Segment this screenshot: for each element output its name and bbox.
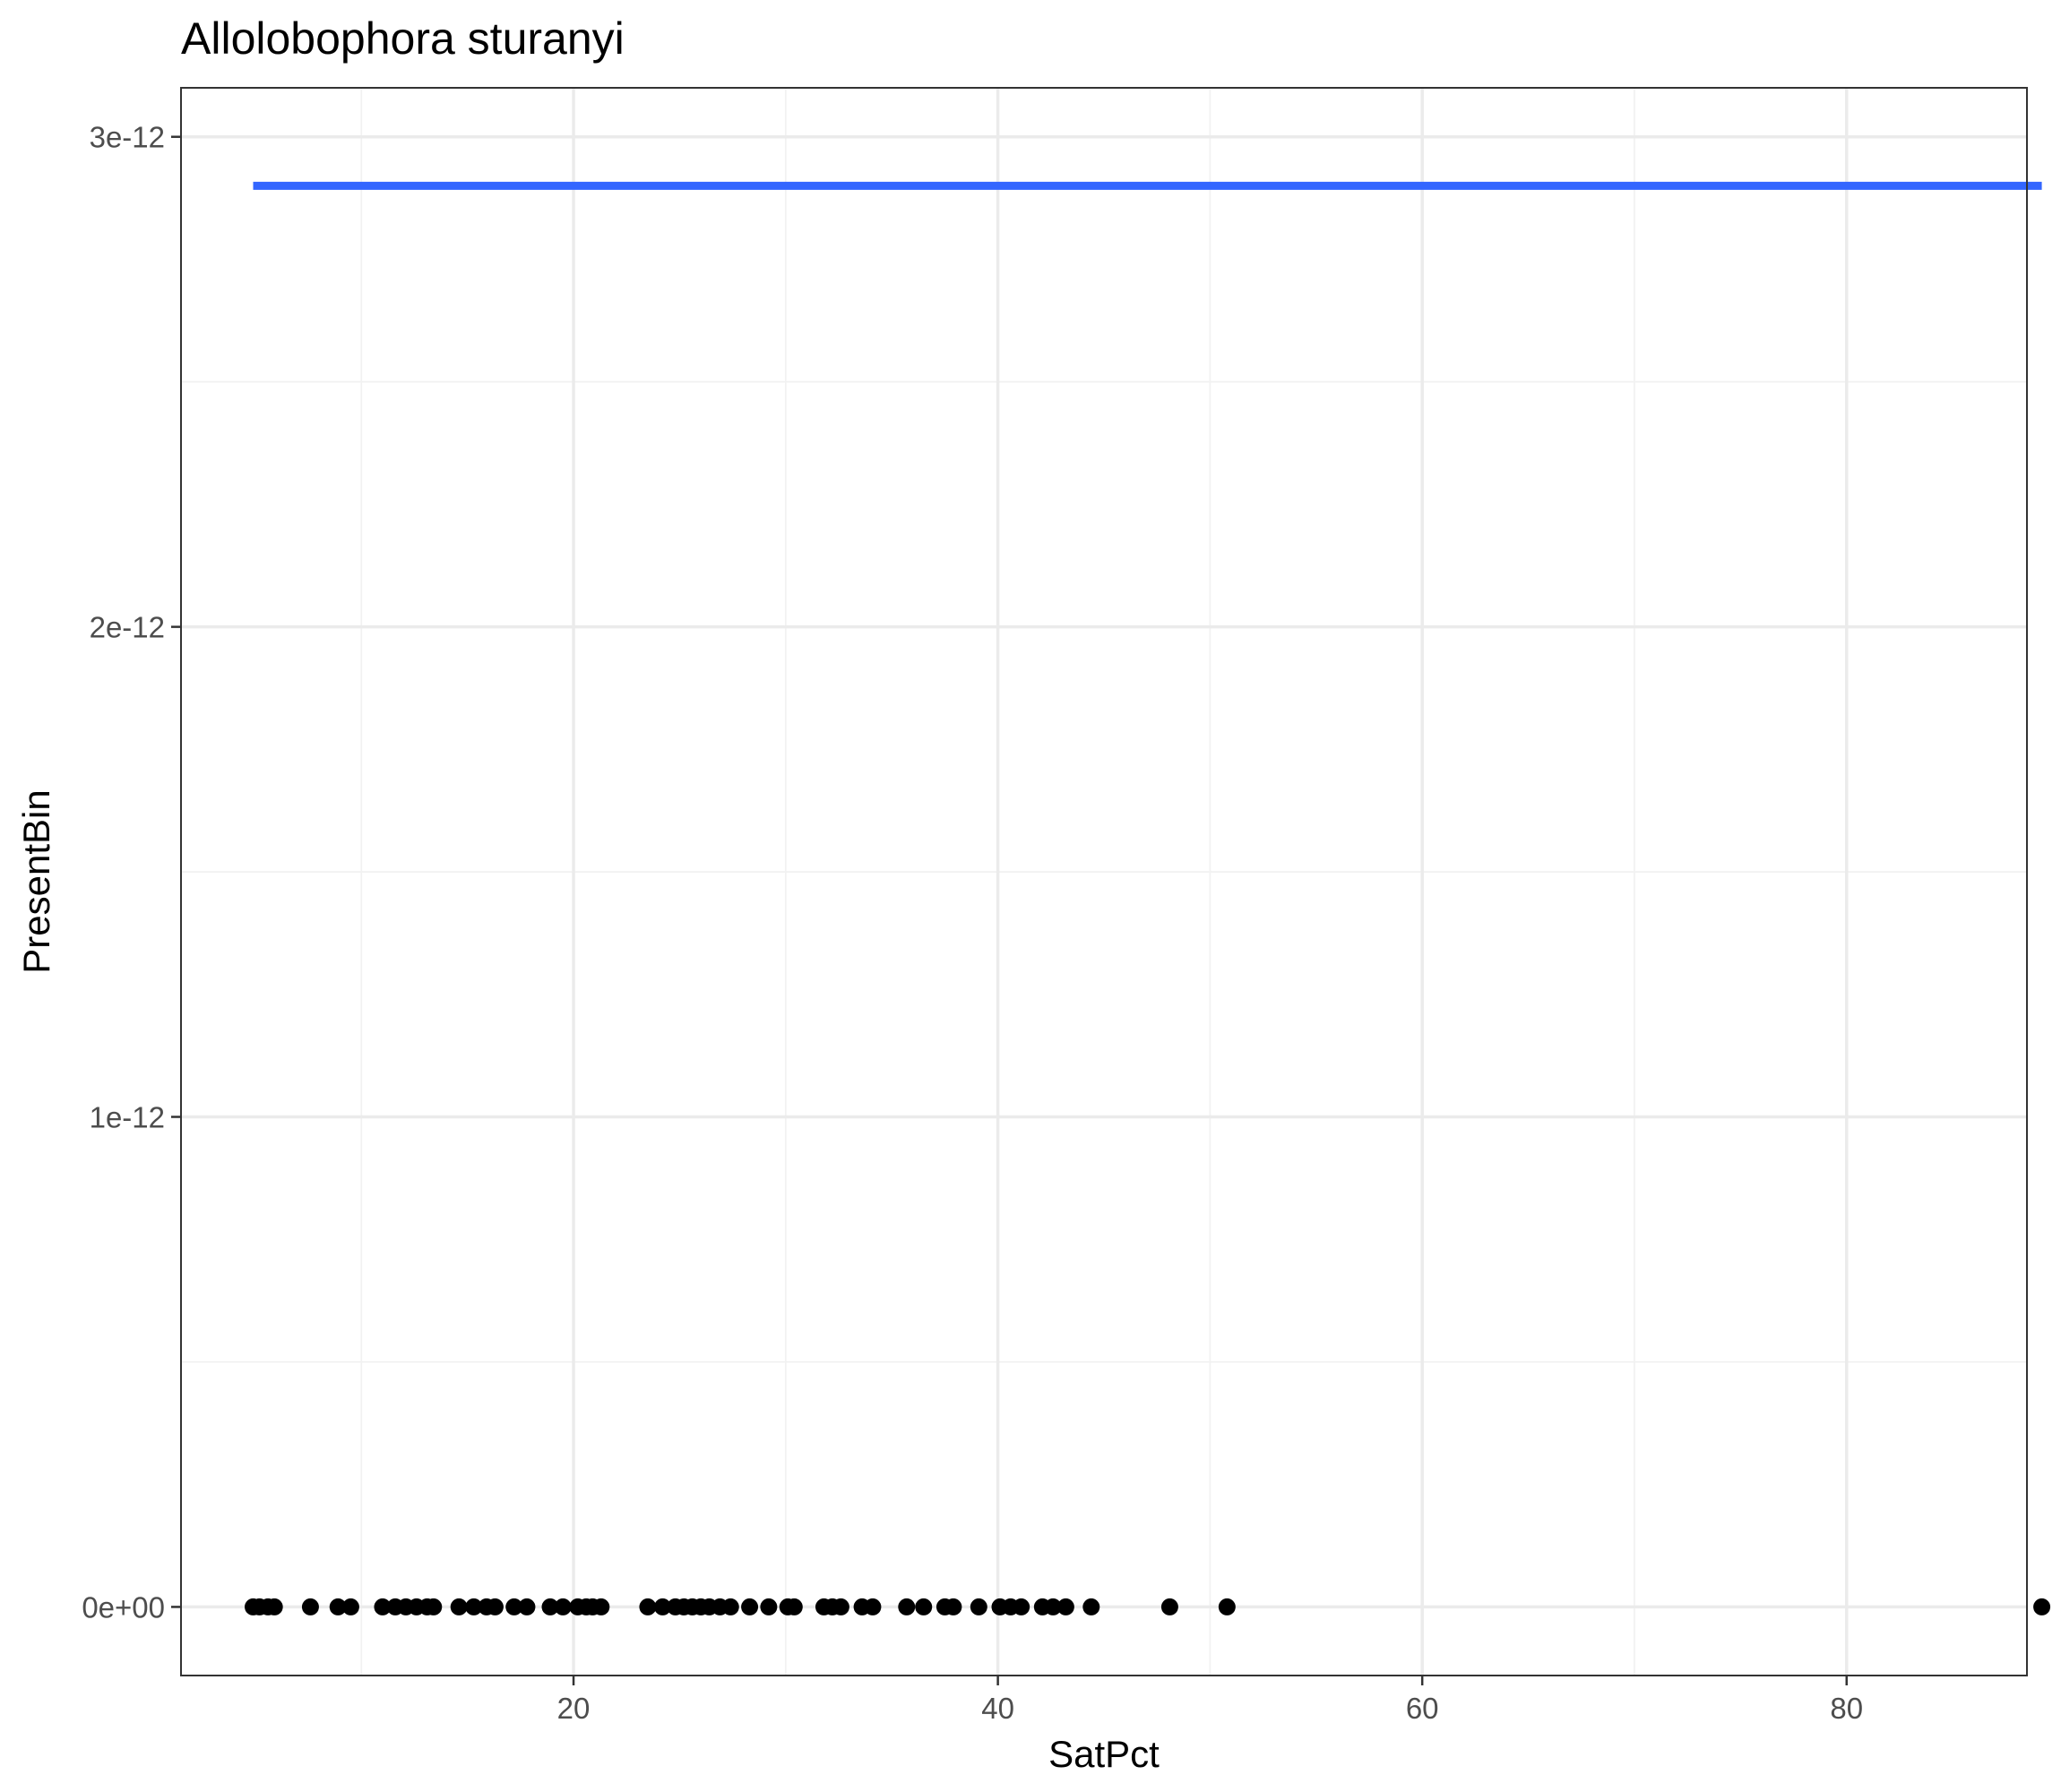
y-tick-label: 2e-12 — [90, 611, 165, 644]
data-point — [541, 1598, 559, 1615]
data-point — [465, 1598, 483, 1615]
scatter-points — [245, 1598, 2051, 1615]
plot-panel-border — [180, 87, 2028, 1676]
x-tick-label: 80 — [1830, 1692, 1863, 1725]
data-point — [265, 1598, 283, 1615]
data-point — [915, 1598, 933, 1615]
data-point — [970, 1598, 987, 1615]
data-point — [864, 1598, 882, 1615]
x-tick-label: 20 — [557, 1692, 591, 1725]
data-point — [518, 1598, 536, 1615]
data-point — [721, 1598, 739, 1615]
data-point — [832, 1598, 849, 1615]
grid-lines — [181, 88, 2027, 1676]
data-point — [741, 1598, 759, 1615]
y-axis-title: PresentBin — [15, 789, 57, 973]
data-point — [785, 1598, 803, 1615]
data-point — [1160, 1598, 1178, 1615]
data-point — [2033, 1598, 2051, 1615]
data-point — [592, 1598, 610, 1615]
data-point — [341, 1598, 359, 1615]
y-tick-label: 3e-12 — [90, 121, 165, 154]
data-point — [450, 1598, 468, 1615]
data-point — [374, 1598, 392, 1615]
data-point — [425, 1598, 443, 1615]
data-point — [486, 1598, 504, 1615]
y-tick-label: 1e-12 — [90, 1101, 165, 1134]
data-point — [1013, 1598, 1030, 1615]
data-point — [329, 1598, 347, 1615]
axis-ticks: 20 40 60 80 0e+00 1e-12 2e-12 3e-12 — [82, 121, 1863, 1725]
data-point — [760, 1598, 778, 1615]
data-point — [1218, 1598, 1236, 1615]
data-point — [505, 1598, 523, 1615]
x-tick-label: 60 — [1406, 1692, 1439, 1725]
data-point — [898, 1598, 916, 1615]
data-point — [1056, 1598, 1074, 1615]
data-point — [639, 1598, 657, 1615]
data-point — [653, 1598, 671, 1615]
chart-title: Allolobophora sturanyi — [181, 13, 625, 64]
data-point — [301, 1598, 319, 1615]
x-axis-title: SatPct — [1048, 1733, 1160, 1775]
data-point — [1082, 1598, 1100, 1615]
data-point — [554, 1598, 572, 1615]
x-tick-label: 40 — [981, 1692, 1014, 1725]
data-point — [944, 1598, 962, 1615]
y-tick-label: 0e+00 — [82, 1590, 165, 1624]
data-point — [1044, 1598, 1062, 1615]
